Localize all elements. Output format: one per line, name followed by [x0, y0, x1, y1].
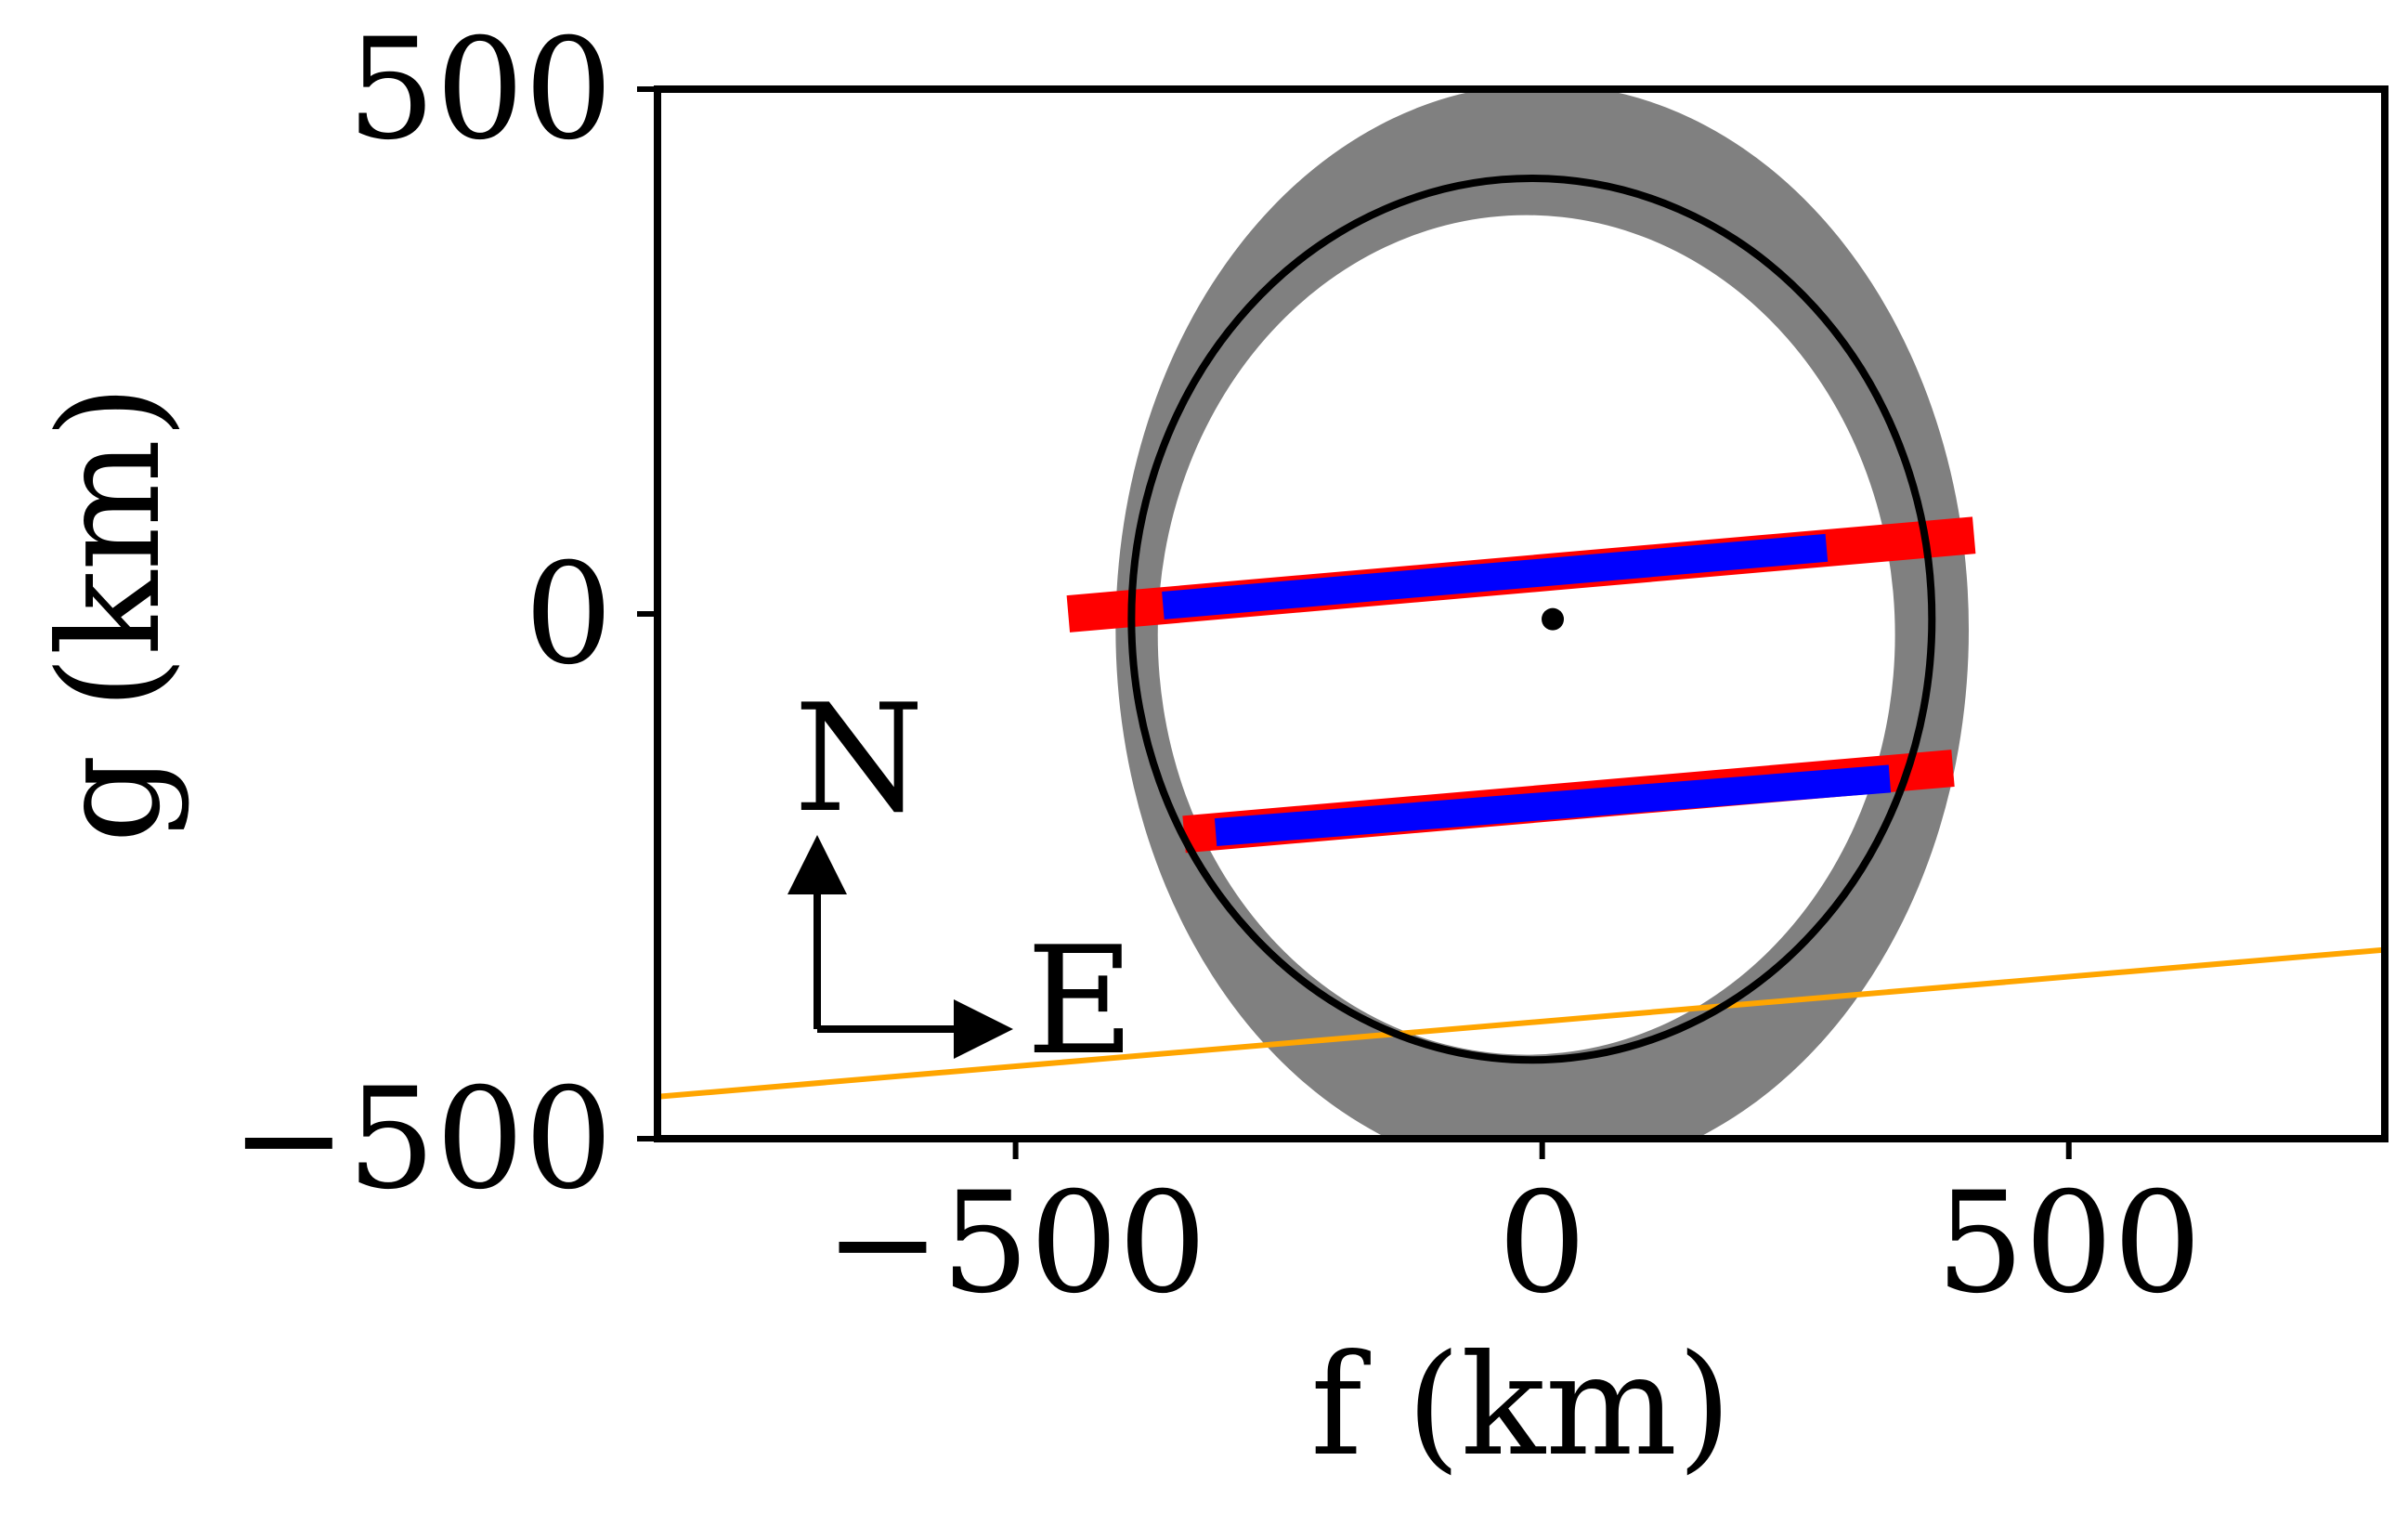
compass-rose: N E — [787, 672, 1135, 1088]
x-tick-label: −500 — [825, 1163, 1207, 1324]
x-axis-label: f (km) — [1310, 1325, 1731, 1487]
x-tick-label: 0 — [1498, 1163, 1586, 1324]
ellipse-fit — [1127, 175, 1936, 1064]
y-axis-label: g (km) — [30, 385, 191, 843]
uncertainty-band — [1115, 89, 1970, 1139]
east-label: E — [1026, 914, 1135, 1088]
chord-layer — [657, 516, 2385, 1100]
chord-lower-positive — [1214, 764, 1892, 846]
negative-chord — [657, 946, 2385, 1100]
uncertainty-band-layer — [1115, 89, 1970, 1139]
y-axis-ticks: −500 0 500 — [230, 9, 657, 1220]
x-axis-ticks: −500 0 500 — [825, 1139, 2202, 1324]
y-tick-label: 0 — [525, 534, 613, 696]
chord-upper-positive — [1162, 533, 1829, 620]
x-tick-label: 500 — [1936, 1163, 2202, 1324]
plot-area — [657, 89, 2385, 1139]
center-point — [1542, 607, 1565, 631]
plot-frame — [654, 85, 2388, 1142]
north-label: N — [794, 672, 924, 845]
y-tick-label: −500 — [230, 1059, 613, 1220]
fit-layer — [1127, 175, 1936, 1064]
y-tick-label: 500 — [347, 9, 613, 171]
